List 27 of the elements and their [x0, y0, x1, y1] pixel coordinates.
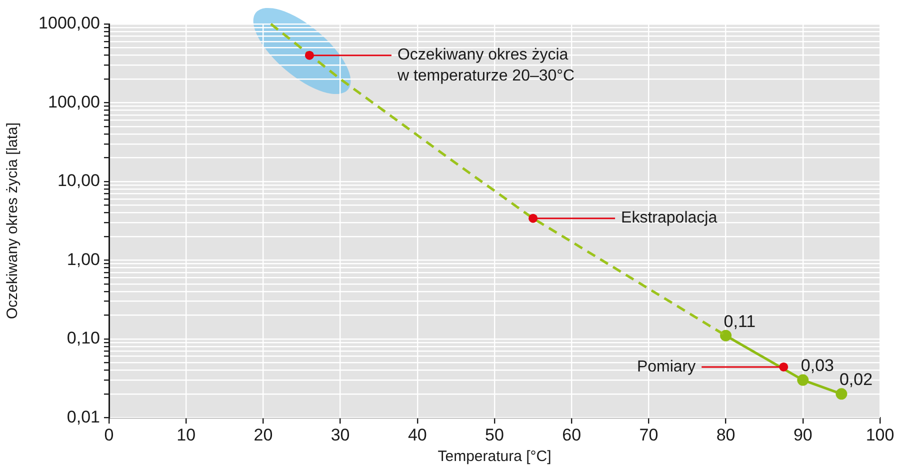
x-tick-label: 30: [330, 425, 350, 444]
annotation: Ekstrapolacja: [621, 210, 718, 227]
x-tick-label: 10: [176, 425, 196, 444]
annotation: Oczekiwany okres życia w temperaturze 20–30°C: [396, 46, 575, 85]
y-tick-label: 1000,00: [38, 14, 100, 33]
annotation: Pomiary: [636, 358, 696, 376]
x-tick-label: 50: [485, 425, 504, 444]
x-tick-label: 70: [639, 425, 658, 444]
point: [836, 388, 848, 400]
x-axis-title: Temperatura [°C]: [438, 448, 552, 466]
x-tick-label: 100: [866, 425, 894, 444]
x-tick-label: 60: [562, 425, 582, 444]
y-tick-label: 0,01: [66, 407, 100, 426]
x-tick-label: 90: [793, 425, 812, 444]
data-label: 0,02: [839, 370, 873, 390]
y-tick-label: 0,10: [66, 328, 100, 348]
x-tick-label: 0: [104, 425, 114, 444]
y-tick-label: 10,00: [57, 171, 100, 190]
x-tick-label: 20: [254, 425, 273, 444]
data-label: 0,11: [724, 312, 756, 331]
x-tick-label: 80: [716, 425, 736, 444]
y-tick-label: 1,00: [66, 250, 100, 269]
data-label: 0,03: [800, 356, 834, 376]
point: [797, 374, 809, 386]
x-tick-label: 40: [408, 425, 427, 444]
y-tick-label: 100,00: [48, 92, 100, 112]
y-axis-title: Oczekiwany okres życia [lata]: [4, 122, 22, 320]
